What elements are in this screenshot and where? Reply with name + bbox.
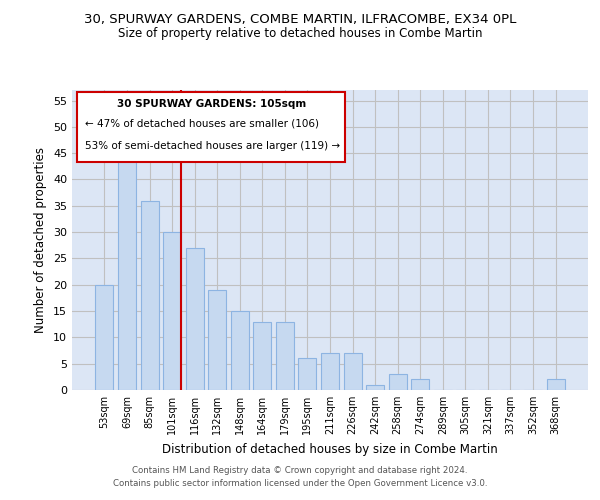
Bar: [208, 290, 226, 390]
Bar: [298, 358, 316, 390]
Bar: [366, 384, 384, 390]
X-axis label: Distribution of detached houses by size in Combe Martin: Distribution of detached houses by size …: [162, 442, 498, 456]
Bar: [344, 353, 362, 390]
FancyBboxPatch shape: [77, 92, 346, 162]
Bar: [118, 153, 136, 390]
Y-axis label: Number of detached properties: Number of detached properties: [34, 147, 47, 333]
Bar: [276, 322, 294, 390]
Bar: [389, 374, 407, 390]
Bar: [231, 311, 249, 390]
Text: Size of property relative to detached houses in Combe Martin: Size of property relative to detached ho…: [118, 28, 482, 40]
Bar: [163, 232, 181, 390]
Text: Contains HM Land Registry data © Crown copyright and database right 2024.
Contai: Contains HM Land Registry data © Crown c…: [113, 466, 487, 487]
Bar: [321, 353, 339, 390]
Text: 53% of semi-detached houses are larger (119) →: 53% of semi-detached houses are larger (…: [85, 142, 340, 152]
Bar: [411, 380, 429, 390]
Bar: [140, 200, 158, 390]
Bar: [547, 380, 565, 390]
Bar: [185, 248, 204, 390]
Text: 30, SPURWAY GARDENS, COMBE MARTIN, ILFRACOMBE, EX34 0PL: 30, SPURWAY GARDENS, COMBE MARTIN, ILFRA…: [84, 12, 516, 26]
Text: ← 47% of detached houses are smaller (106): ← 47% of detached houses are smaller (10…: [85, 118, 319, 128]
Text: 30 SPURWAY GARDENS: 105sqm: 30 SPURWAY GARDENS: 105sqm: [116, 99, 306, 109]
Bar: [95, 284, 113, 390]
Bar: [253, 322, 271, 390]
